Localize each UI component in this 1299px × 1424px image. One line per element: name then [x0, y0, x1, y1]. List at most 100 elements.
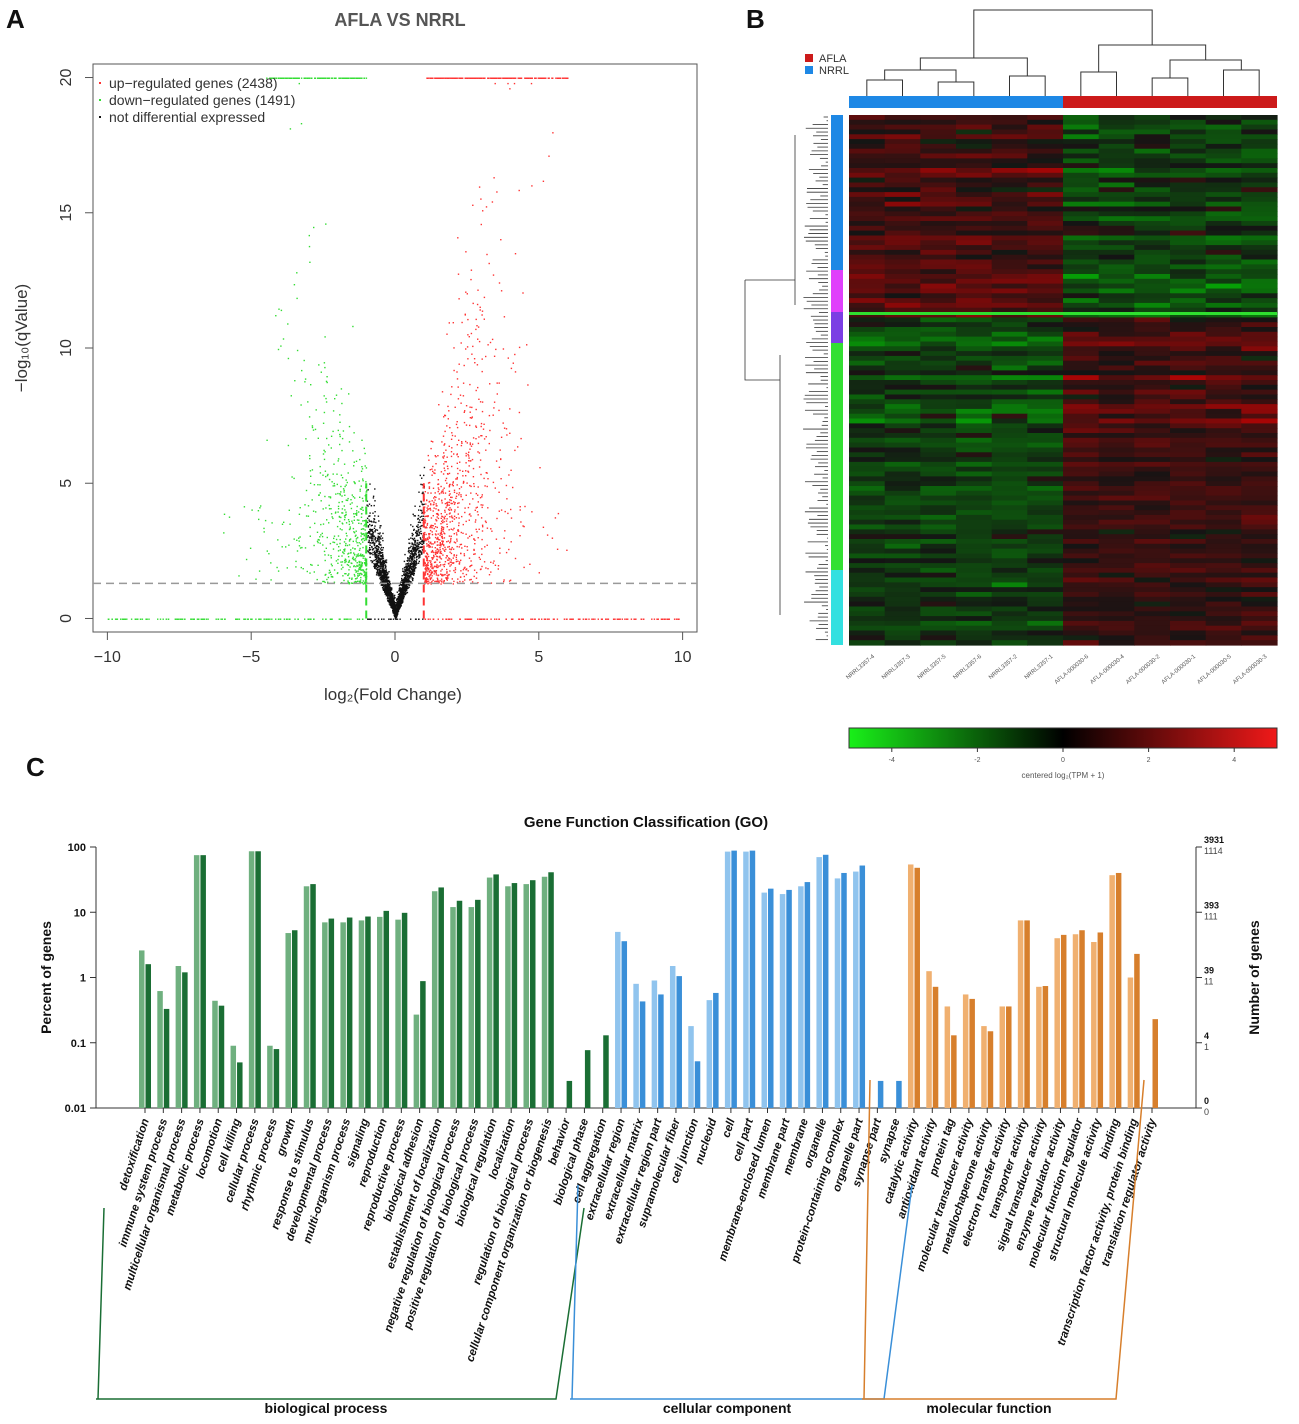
point-not-de [413, 562, 416, 565]
point-not-de [437, 487, 440, 489]
point-down [355, 565, 357, 568]
point-down [363, 571, 365, 574]
point-down [332, 541, 334, 543]
heatmap-cell [1027, 177, 1064, 183]
heatmap-cell [1205, 274, 1242, 280]
point-not-de [411, 553, 414, 556]
point-baseline [388, 618, 390, 620]
point-not-de [385, 574, 388, 576]
point-down [338, 501, 340, 504]
point-not-de [373, 535, 376, 537]
point-up [454, 542, 457, 544]
point-not-de [404, 584, 407, 587]
heatmap-cell [884, 240, 921, 246]
point-not-de [380, 573, 382, 575]
point-down [280, 309, 283, 312]
point-not-de [377, 532, 379, 535]
point-up [435, 580, 437, 582]
point-baseline [179, 618, 181, 620]
point-up [440, 530, 443, 532]
point-up [471, 581, 474, 583]
point-up [438, 493, 441, 495]
heatmap-cell [1134, 196, 1171, 203]
point-down [289, 128, 292, 130]
heatmap-cell [1134, 274, 1171, 280]
point-not-de [415, 546, 417, 549]
point-up-cap [475, 77, 477, 79]
point-not-de [400, 600, 402, 602]
point-not-de [370, 505, 373, 507]
point-up [469, 406, 471, 408]
point-up-cap [511, 77, 514, 79]
point-up [429, 546, 431, 548]
point-up [426, 558, 429, 560]
heatmap-cell [849, 139, 886, 145]
point-down [357, 553, 360, 555]
point-up [458, 524, 460, 527]
point-not-de [389, 598, 391, 600]
point-up [469, 442, 471, 444]
heatmap-cell [1170, 196, 1207, 203]
point-up [493, 177, 495, 179]
point-up [465, 462, 467, 464]
point-down [360, 563, 362, 565]
point-up [485, 521, 487, 524]
point-sparse [251, 509, 253, 511]
point-up [437, 580, 439, 582]
point-down [305, 489, 308, 492]
heatmap-cell [991, 249, 1028, 256]
point-up-cap [494, 77, 497, 79]
point-up [436, 538, 438, 540]
point-not-de [384, 566, 386, 569]
point-not-de [375, 529, 377, 531]
point-up [466, 482, 468, 484]
point-up [449, 499, 451, 501]
point-up [483, 561, 486, 563]
point-up [446, 523, 448, 525]
point-up [474, 521, 477, 523]
point-up [435, 565, 437, 568]
point-up [452, 481, 454, 483]
point-not-de [384, 579, 386, 581]
heatmap-cell [991, 259, 1028, 265]
heatmap-cell [1134, 168, 1171, 174]
heatmap-cell [1170, 240, 1207, 246]
point-not-de [374, 565, 377, 567]
point-not-de [412, 548, 414, 551]
point-up [481, 410, 484, 413]
point-up [496, 191, 498, 193]
point-sparse [490, 582, 493, 584]
point-not-de [409, 542, 411, 545]
point-down [307, 515, 310, 517]
heatmap-cell [1134, 254, 1171, 261]
point-up [460, 552, 462, 555]
point-not-de [413, 549, 415, 552]
heatmap-cell [1241, 269, 1278, 275]
point-up [469, 513, 471, 515]
point-not-de [411, 537, 414, 540]
heatmap-cell [920, 139, 957, 145]
point-up-cap [510, 77, 512, 79]
point-not-de [425, 526, 427, 529]
dendro-branch [1009, 75, 1046, 96]
row-cluster-bar [831, 570, 843, 645]
heatmap-cell [1170, 172, 1207, 179]
point-up [450, 502, 452, 505]
point-up-cap [555, 77, 557, 79]
point-down [355, 578, 357, 580]
point-not-de [374, 552, 376, 554]
point-not-de [412, 558, 414, 560]
point-down [325, 401, 328, 403]
point-not-de [374, 555, 376, 557]
point-up [457, 386, 459, 388]
point-not-de [403, 594, 406, 596]
heatmap-cell [1098, 177, 1135, 183]
point-not-de [386, 591, 388, 593]
point-down [348, 552, 350, 554]
point-down [324, 366, 326, 369]
point-up-cap [460, 77, 463, 79]
point-up [426, 537, 429, 539]
point-sparse [531, 511, 533, 513]
point-not-de [374, 537, 376, 540]
